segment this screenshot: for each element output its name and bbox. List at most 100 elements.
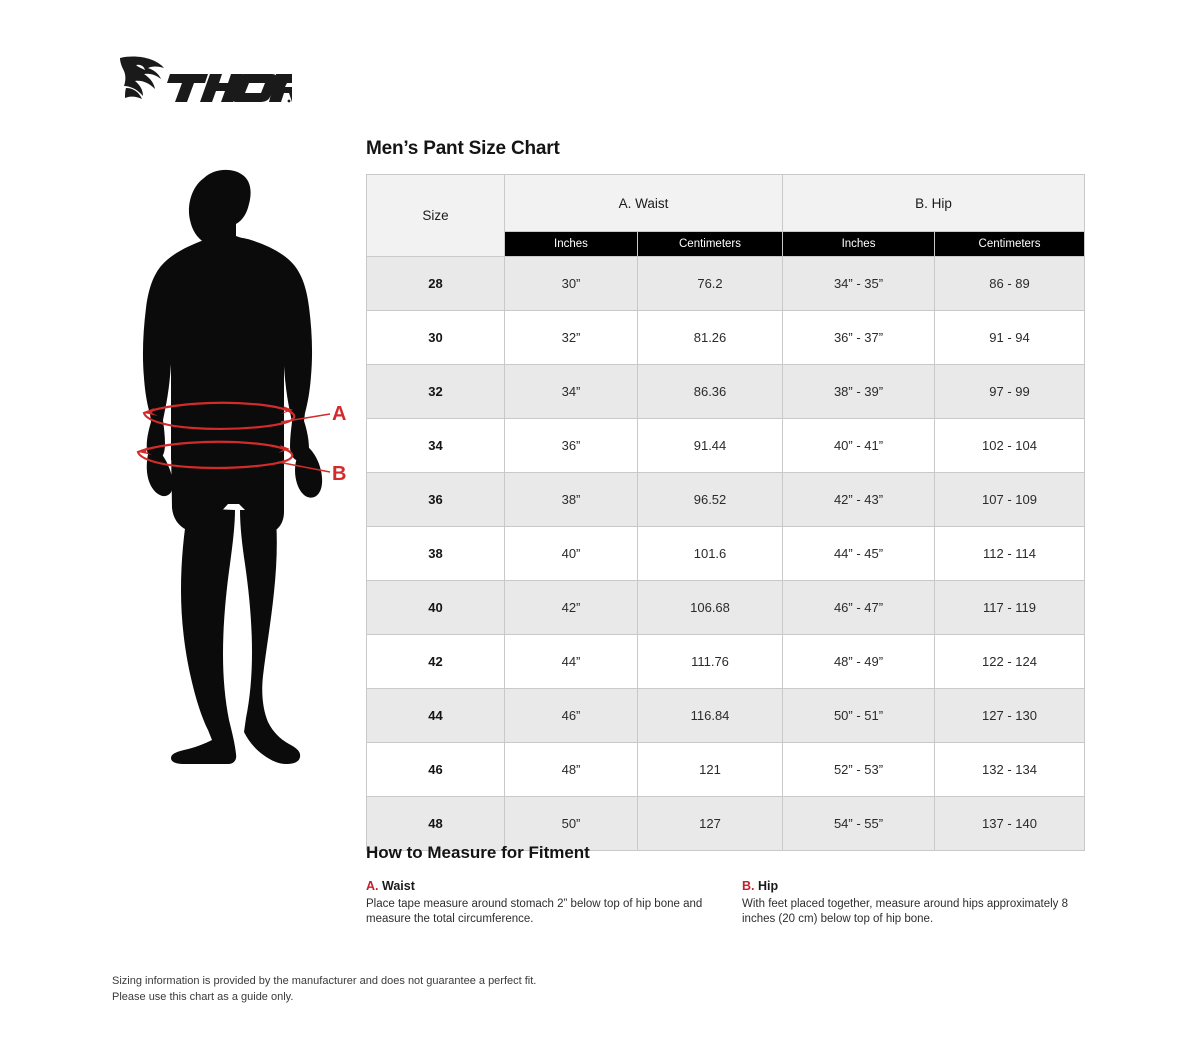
table-row: 42 44” 111.76 48” - 49” 122 - 124 (366, 634, 1086, 689)
hip-loop-b (136, 440, 294, 469)
cell-hip-inches: 54” - 55” (782, 796, 936, 851)
cell-waist-cm: 76.2 (636, 256, 784, 311)
cell-hip-inches: 36” - 37” (782, 310, 936, 365)
cell-size: 36 (366, 472, 505, 527)
cell-waist-cm: 91.44 (636, 418, 784, 473)
waist-loop-a (142, 401, 296, 430)
table-row: 34 36” 91.44 40” - 41” 102 - 104 (366, 418, 1086, 473)
table-row: 44 46” 116.84 50” - 51” 127 - 130 (366, 688, 1086, 743)
marker-label-b: B (332, 463, 346, 485)
cell-hip-inches: 38” - 39” (782, 364, 936, 419)
table-row: 40 42” 106.68 46” - 47” 117 - 119 (366, 580, 1086, 635)
header-group-waist: A. Waist (503, 174, 784, 232)
cell-waist-cm: 96.52 (636, 472, 784, 527)
measure-text-hip: With feet placed together, measure aroun… (742, 898, 1069, 925)
cell-size: 46 (366, 742, 505, 797)
header-waist-centimeters: Centimeters (636, 231, 784, 257)
cell-waist-cm: 106.68 (636, 580, 784, 635)
cell-hip-inches: 34” - 35” (782, 256, 936, 311)
table-row: 36 38” 96.52 42” - 43” 107 - 109 (366, 472, 1086, 527)
table-head: Size A. Waist B. Hip Inches Centimeters … (366, 174, 1086, 257)
cell-waist-cm: 116.84 (636, 688, 784, 743)
measure-letter-a: A. (366, 879, 379, 893)
male-silhouette-svg: A B (136, 169, 346, 764)
leader-lines (277, 413, 331, 473)
cell-hip-inches: 46” - 47” (782, 580, 936, 635)
cell-waist-inches: 48” (504, 742, 638, 797)
table-body: 28 30” 76.2 34” - 35” 86 - 89 30 32” 81.… (366, 256, 1086, 851)
table-row: 48 50” 127 54” - 55” 137 - 140 (366, 796, 1086, 851)
header-hip-centimeters: Centimeters (934, 231, 1086, 257)
disclaimer: Sizing information is provided by the ma… (112, 973, 536, 1005)
cell-hip-cm: 137 - 140 (934, 796, 1086, 851)
cell-hip-cm: 117 - 119 (934, 580, 1086, 635)
cell-size: 44 (366, 688, 505, 743)
cell-waist-cm: 86.36 (636, 364, 784, 419)
thor-logo-svg (120, 56, 292, 103)
page-title: Men’s Pant Size Chart (366, 138, 560, 159)
header-waist-inches: Inches (504, 231, 638, 257)
cell-hip-cm: 122 - 124 (934, 634, 1086, 689)
cell-waist-inches: 46” (504, 688, 638, 743)
cell-waist-inches: 40” (504, 526, 638, 581)
body-measurement-diagram: A B (118, 160, 353, 775)
cell-waist-inches: 32” (504, 310, 638, 365)
cell-hip-cm: 107 - 109 (934, 472, 1086, 527)
header-row-groups: Size A. Waist B. Hip (366, 174, 1086, 257)
cell-size: 40 (366, 580, 505, 635)
header-size: Size (366, 174, 505, 257)
table-row: 38 40” 101.6 44” - 45” 112 - 114 (366, 526, 1086, 581)
header-row-units: Inches Centimeters Inches Centimeters (367, 231, 1086, 257)
measure-item-hip: B. Hip With feet placed together, measur… (742, 879, 1082, 927)
cell-hip-cm: 91 - 94 (934, 310, 1086, 365)
cell-hip-inches: 44” - 45” (782, 526, 936, 581)
measure-heading-waist: A. Waist (366, 879, 706, 893)
table-row: 46 48” 121 52” - 53” 132 - 134 (366, 742, 1086, 797)
leader-b (277, 461, 331, 473)
disclaimer-line-1: Sizing information is provided by the ma… (112, 975, 537, 987)
disclaimer-line-2: Please use this chart as a guide only. (112, 991, 294, 1003)
cell-waist-inches: 44” (504, 634, 638, 689)
cell-waist-cm: 121 (636, 742, 784, 797)
cell-hip-inches: 40” - 41” (782, 418, 936, 473)
cell-waist-cm: 127 (636, 796, 784, 851)
cell-hip-cm: 86 - 89 (934, 256, 1086, 311)
cell-waist-inches: 36” (504, 418, 638, 473)
cell-size: 48 (366, 796, 505, 851)
cell-hip-inches: 50” - 51” (782, 688, 936, 743)
measure-name-waist: Waist (381, 879, 415, 893)
measure-name-hip: Hip (757, 879, 779, 893)
cell-hip-inches: 42” - 43” (782, 472, 936, 527)
table-row: 28 30” 76.2 34” - 35” 86 - 89 (366, 256, 1086, 311)
cell-size: 38 (366, 526, 505, 581)
header-group-hip: B. Hip (782, 174, 1086, 232)
measure-letter-b: B. (742, 879, 755, 893)
cell-size: 30 (366, 310, 505, 365)
cell-size: 42 (366, 634, 505, 689)
thor-logo (112, 52, 292, 108)
marker-label-a: A (332, 403, 346, 425)
cell-waist-cm: 111.76 (636, 634, 784, 689)
howto-title: How to Measure for Fitment (366, 843, 590, 862)
header-hip-inches: Inches (782, 231, 936, 257)
cell-waist-inches: 34” (504, 364, 638, 419)
cell-waist-inches: 42” (504, 580, 638, 635)
cell-hip-cm: 102 - 104 (934, 418, 1086, 473)
cell-size: 34 (366, 418, 505, 473)
cell-hip-cm: 127 - 130 (934, 688, 1086, 743)
cell-hip-inches: 52” - 53” (782, 742, 936, 797)
size-chart-table: Size A. Waist B. Hip Inches Centimeters … (366, 174, 1086, 851)
cell-hip-inches: 48” - 49” (782, 634, 936, 689)
cell-waist-cm: 81.26 (636, 310, 784, 365)
cell-waist-inches: 30” (504, 256, 638, 311)
measure-heading-hip: B. Hip (742, 879, 1082, 893)
loop-arrowheads (138, 406, 293, 455)
cell-hip-cm: 112 - 114 (934, 526, 1086, 581)
leader-a (280, 413, 331, 423)
cell-hip-cm: 132 - 134 (934, 742, 1086, 797)
cell-size: 28 (366, 256, 505, 311)
cell-waist-inches: 38” (504, 472, 638, 527)
table-row: 30 32” 81.26 36” - 37” 91 - 94 (366, 310, 1086, 365)
cell-hip-cm: 97 - 99 (934, 364, 1086, 419)
table-row: 32 34” 86.36 38” - 39” 97 - 99 (366, 364, 1086, 419)
